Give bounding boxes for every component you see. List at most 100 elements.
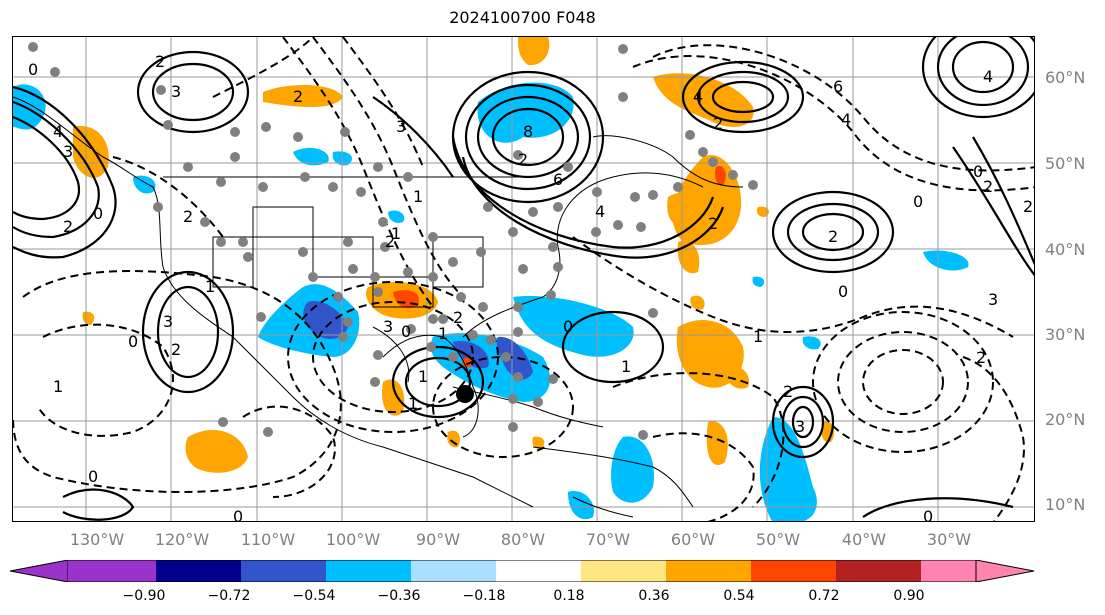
contour-label: 0 xyxy=(401,322,411,341)
contour-label: 6 xyxy=(833,77,843,96)
lon-label-110w: 110°W xyxy=(240,530,296,549)
contour-label: 4 xyxy=(693,87,703,106)
colorbar-swatch xyxy=(326,560,411,582)
observation-dots xyxy=(28,42,758,440)
colorbar xyxy=(10,560,1035,582)
contour-label: 2 xyxy=(708,214,718,233)
contour-label: 2 xyxy=(1023,197,1033,216)
lon-label-130w: 130°W xyxy=(69,530,125,549)
contour-label: 2 xyxy=(155,52,165,71)
contour-label: 3 xyxy=(163,312,173,331)
contour-label: 2 xyxy=(171,340,181,359)
colorbar-extend-low xyxy=(10,560,69,582)
lat-label-30n: 30°N xyxy=(1045,325,1086,344)
colorbar-swatch xyxy=(836,560,921,582)
contour-label: 4 xyxy=(983,67,993,86)
contour-label: 8 xyxy=(523,122,533,141)
contour-label: 1 xyxy=(418,367,428,386)
colorbar-tick: 0.18 xyxy=(553,588,585,604)
lon-label-80w: 80°W xyxy=(500,530,546,549)
weather-map: 0 2 3 0 2 4 3 2 1 0 1 2 3 2 3 1 2 3 1 0 … xyxy=(12,36,1035,522)
contour-label: 3 xyxy=(396,117,406,136)
contour-label: 3 xyxy=(171,82,181,101)
contour-label: 0 xyxy=(563,317,573,336)
contour-label: 2 xyxy=(983,177,993,196)
contour-label: 1 xyxy=(621,357,631,376)
contour-label: 0 xyxy=(233,507,243,522)
contour-label: 0 xyxy=(838,282,848,301)
colorbar-swatch xyxy=(241,560,326,582)
colorbar-extend-high xyxy=(975,560,1035,582)
contour-label: 6 xyxy=(553,170,563,189)
graticule xyxy=(13,37,1034,521)
contour-label: 2 xyxy=(783,382,793,401)
lon-label-60w: 60°W xyxy=(670,530,716,549)
contour-label: 1 xyxy=(53,377,63,396)
lon-label-120w: 120°W xyxy=(154,530,210,549)
colorbar-tick: 0.90 xyxy=(893,588,925,604)
contour-label: 1 xyxy=(391,224,401,243)
map-title: 2024100700 F048 xyxy=(449,8,596,27)
contour-label: 1 xyxy=(438,324,448,343)
contour-label: 1 xyxy=(408,394,418,413)
lat-label-40n: 40°N xyxy=(1045,240,1086,259)
lon-label-100w: 100°W xyxy=(325,530,381,549)
lon-label-30w: 30°W xyxy=(926,530,972,549)
negative-contours xyxy=(13,37,1034,521)
contour-label: 2 xyxy=(976,348,986,367)
colorbar-tick: 0.54 xyxy=(723,588,755,604)
contour-label: 2 xyxy=(828,227,838,246)
contour-label: 2 xyxy=(183,207,193,226)
contour-label: 1 xyxy=(205,277,215,296)
lat-label-20n: 20°N xyxy=(1045,410,1086,429)
contour-label: 3 xyxy=(63,142,73,161)
contour-label: 0 xyxy=(28,60,38,79)
colorbar-tick: 0.72 xyxy=(808,588,840,604)
contour-label: 4 xyxy=(841,110,851,129)
colorbar-tick: −0.72 xyxy=(207,588,251,604)
contour-label: 4 xyxy=(53,122,63,141)
colorbar-swatch xyxy=(921,560,976,582)
lat-label-60n: 60°N xyxy=(1045,68,1086,87)
contour-label: 1 xyxy=(753,327,763,346)
contour-label: 2 xyxy=(63,217,73,236)
colorbar-tick: −0.18 xyxy=(462,588,506,604)
contour-label: 2 xyxy=(453,308,463,327)
location-marker xyxy=(456,385,474,403)
colorbar-tick: −0.36 xyxy=(377,588,421,604)
contour-label: 0 xyxy=(88,467,98,486)
colorbar-swatch xyxy=(666,560,751,582)
contour-label: 0 xyxy=(913,192,923,211)
contour-label: 2 xyxy=(518,150,528,169)
colorbar-swatch xyxy=(68,560,156,582)
colorbar-swatch xyxy=(411,560,496,582)
lon-label-90w: 90°W xyxy=(415,530,461,549)
map-canvas: 0 2 3 0 2 4 3 2 1 0 1 2 3 2 3 1 2 3 1 0 … xyxy=(13,37,1034,522)
contour-labels: 0 2 3 0 2 4 3 2 1 0 1 2 3 2 3 1 2 3 1 0 … xyxy=(28,52,1033,522)
colorbar-swatch xyxy=(156,560,241,582)
lat-label-50n: 50°N xyxy=(1045,154,1086,173)
colorbar-tick: 0.36 xyxy=(638,588,670,604)
colorbar-tick: −0.54 xyxy=(292,588,336,604)
positive-contours xyxy=(13,37,1034,521)
contour-label: 0 xyxy=(93,204,103,223)
contour-label: 2 xyxy=(713,114,723,133)
contour-label: 0 xyxy=(923,507,933,522)
colorbar-swatch xyxy=(496,560,581,582)
contour-label: 0 xyxy=(128,332,138,351)
lat-label-10n: 10°N xyxy=(1045,495,1086,514)
lon-label-70w: 70°W xyxy=(585,530,631,549)
anomaly-shading xyxy=(13,37,969,521)
colorbar-tick: −0.90 xyxy=(122,588,166,604)
contour-label: 3 xyxy=(383,317,393,336)
lon-label-40w: 40°W xyxy=(841,530,887,549)
contour-label: 3 xyxy=(795,417,805,436)
contour-label: 3 xyxy=(988,290,998,309)
contour-label: 0 xyxy=(973,162,983,181)
colorbar-swatch xyxy=(581,560,666,582)
colorbar-swatch xyxy=(751,560,836,582)
contour-label: 2 xyxy=(293,87,303,106)
contour-label: 4 xyxy=(595,202,605,221)
lon-label-50w: 50°W xyxy=(755,530,801,549)
contour-label: 1 xyxy=(413,187,423,206)
